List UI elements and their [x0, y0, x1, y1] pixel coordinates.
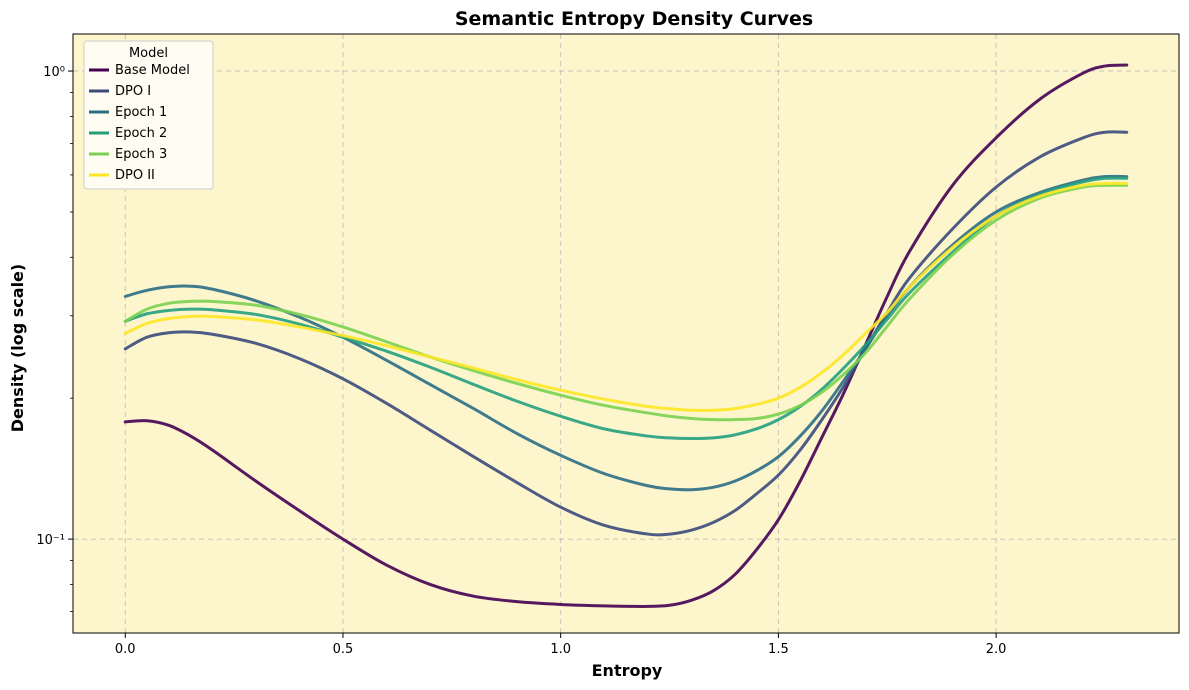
- legend-title: Model: [129, 46, 168, 61]
- series-line-base-model: [123, 63, 1129, 608]
- plot-frame: [72, 33, 1180, 634]
- x-tick-label: 0.0: [115, 642, 136, 657]
- legend-label: Base Model: [115, 63, 190, 78]
- series-line-dpo-ii: [123, 181, 1129, 412]
- y-tick-label: 10⁰: [43, 65, 65, 80]
- series-line-epoch-3: [123, 183, 1129, 422]
- x-axis-label: Entropy: [592, 661, 663, 680]
- x-tick-label: 2.0: [986, 642, 1007, 657]
- legend-label: Epoch 3: [115, 147, 167, 162]
- series-lines: [123, 63, 1129, 608]
- legend: Model Base Model DPO I Epoch 1 Epoch 2 Epoch…: [83, 40, 214, 190]
- chart-title: Semantic Entropy Density Curves: [455, 8, 813, 30]
- x-tick-label: 1.0: [550, 642, 571, 657]
- plot-area: [73, 34, 1179, 633]
- y-axis-label: Density (log scale): [8, 264, 27, 432]
- y-tick-label: 10⁻¹: [36, 533, 65, 548]
- legend-box: [83, 40, 214, 190]
- legend-label: Epoch 2: [115, 126, 167, 141]
- x-tick-label: 1.5: [768, 642, 789, 657]
- series-line-dpo-i: [123, 130, 1129, 537]
- series-line-epoch-2: [123, 176, 1129, 441]
- legend-label: Epoch 1: [115, 105, 167, 120]
- legend-label: DPO II: [115, 168, 155, 183]
- axis-ticks: 0.0 0.5 1.0 1.5 2.0 10⁻¹ 10⁰: [36, 65, 1006, 657]
- legend-label: DPO I: [115, 84, 151, 99]
- x-tick-label: 0.5: [333, 642, 354, 657]
- grid-lines: [73, 34, 1179, 633]
